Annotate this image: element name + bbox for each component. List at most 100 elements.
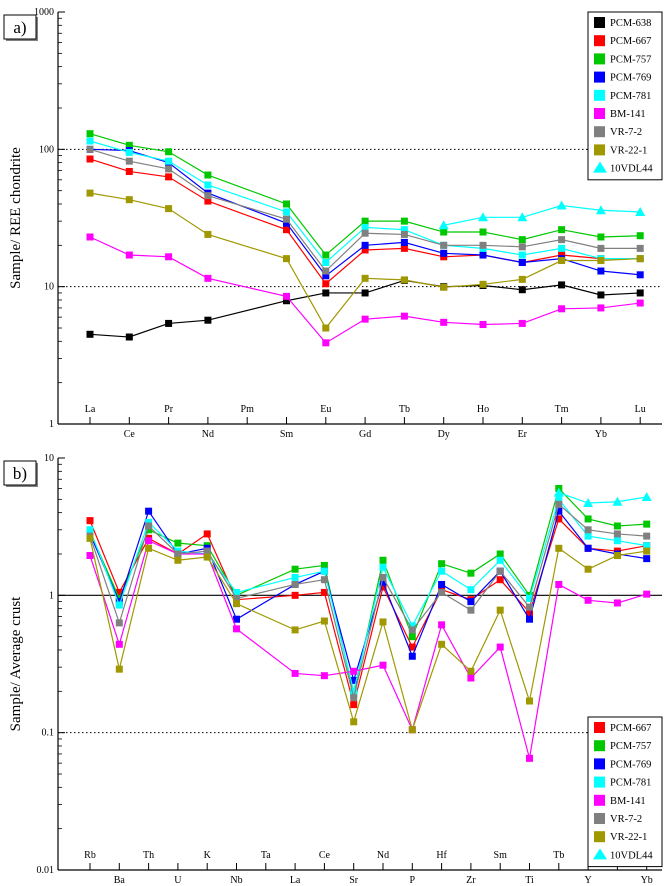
data-point-BM-141 xyxy=(145,537,153,545)
data-point-PCM-667 xyxy=(526,608,533,616)
data-point-10VDL44 xyxy=(641,492,652,502)
data-point-PCM-757 xyxy=(518,236,526,244)
data-point-10VDL44 xyxy=(635,206,646,216)
x-tick-label: La xyxy=(85,404,96,415)
legend-entry: PCM-757 xyxy=(610,54,651,65)
data-point-PCM-638 xyxy=(597,291,605,299)
data-point-BM-141 xyxy=(283,292,290,300)
data-point-PCM-667 xyxy=(86,517,94,525)
legend-entry: PCM-638 xyxy=(610,18,651,29)
data-point-PCM-781 xyxy=(145,518,153,526)
y-tick-label: 0.1 xyxy=(42,728,55,739)
data-point-BM-141 xyxy=(291,669,299,677)
panel-label: a) xyxy=(13,18,26,37)
data-point-PCM-757 xyxy=(145,526,153,534)
data-point-PCM-781 xyxy=(408,622,416,630)
series-line-PCM-667 xyxy=(89,158,641,285)
data-point-PCM-757 xyxy=(558,226,566,234)
data-point-10VDL44 xyxy=(595,205,606,215)
data-point-PCM-667 xyxy=(361,246,369,254)
data-point-PCM-757 xyxy=(291,565,299,573)
data-point-PCM-667 xyxy=(283,226,290,234)
data-point-PCM-781 xyxy=(613,537,621,545)
data-point-VR-22-1 xyxy=(174,556,182,564)
legend-marker xyxy=(594,794,605,806)
data-point-VR-22-1 xyxy=(636,255,644,263)
data-point-PCM-638 xyxy=(361,289,369,297)
data-point-VR-7-2 xyxy=(400,230,408,238)
data-point-VR-22-1 xyxy=(526,697,533,705)
x-tick-label: Sm xyxy=(280,429,294,440)
data-point-PCM-757 xyxy=(361,217,369,225)
data-point-VR-7-2 xyxy=(636,244,644,252)
legend-entry: BM-141 xyxy=(610,796,646,807)
data-point-PCM-638 xyxy=(86,330,94,338)
legend-marker xyxy=(594,89,605,101)
series-line-BM-141 xyxy=(89,236,641,344)
legend-entry: PCM-781 xyxy=(610,91,651,102)
data-point-10VDL44 xyxy=(478,212,488,222)
data-point-PCM-757 xyxy=(496,550,504,558)
data-point-VR-7-2 xyxy=(361,229,369,237)
data-point-PCM-638 xyxy=(322,289,330,297)
data-point-BM-141 xyxy=(555,580,563,588)
data-point-VR-22-1 xyxy=(203,553,211,561)
data-point-PCM-757 xyxy=(165,148,173,156)
legend-box xyxy=(587,716,663,868)
data-point-PCM-781 xyxy=(643,542,651,550)
data-point-PCM-769 xyxy=(518,258,526,266)
legend-marker xyxy=(594,813,605,824)
data-point-PCM-638 xyxy=(165,319,173,327)
data-point-BM-141 xyxy=(438,621,446,629)
data-point-PCM-769 xyxy=(408,652,416,660)
data-point-BM-141 xyxy=(115,640,123,648)
legend-entry: PCM-667 xyxy=(610,36,651,47)
data-point-VR-7-2 xyxy=(145,522,153,530)
x-tick-label: Pr xyxy=(164,404,174,415)
data-point-PCM-781 xyxy=(555,495,563,503)
x-tick-label: Yb xyxy=(595,429,607,440)
data-point-PCM-667 xyxy=(115,588,123,596)
data-point-PCM-638 xyxy=(125,333,133,341)
data-point-VR-22-1 xyxy=(479,280,487,288)
x-tick-label: U xyxy=(174,875,182,886)
data-point-BM-141 xyxy=(597,304,605,312)
data-point-VR-7-2 xyxy=(643,532,651,540)
data-point-BM-141 xyxy=(518,319,526,327)
legend-marker xyxy=(594,108,605,119)
x-tick-label: Y xyxy=(584,875,591,886)
legend-entry: PCM-769 xyxy=(610,73,651,84)
data-point-PCM-769 xyxy=(526,615,533,623)
series-line-PCM-757 xyxy=(89,487,647,695)
data-point-PCM-769 xyxy=(322,272,330,280)
legend-marker xyxy=(594,53,605,65)
data-point-VR-22-1 xyxy=(361,274,369,282)
data-point-PCM-667 xyxy=(440,253,448,261)
data-point-PCM-667 xyxy=(496,576,504,584)
legend-marker xyxy=(594,740,605,752)
data-point-BM-141 xyxy=(204,274,212,282)
data-point-PCM-781 xyxy=(320,567,328,575)
panel-label-box xyxy=(3,14,37,40)
data-point-PCM-757 xyxy=(438,560,446,568)
legend-entry: VR-22-1 xyxy=(610,832,647,843)
y-tick-label: 1 xyxy=(49,419,54,430)
data-point-PCM-781 xyxy=(291,573,299,581)
series-line-VR-22-1 xyxy=(89,192,641,330)
data-point-BM-141 xyxy=(86,552,94,560)
data-point-PCM-667 xyxy=(558,251,566,259)
data-point-VR-22-1 xyxy=(584,565,592,573)
data-point-PCM-667 xyxy=(291,591,299,599)
data-point-VR-7-2 xyxy=(558,236,566,244)
data-point-PCM-769 xyxy=(379,578,387,586)
data-point-VR-22-1 xyxy=(558,257,566,265)
x-tick-label: Sr xyxy=(349,875,359,886)
data-point-PCM-769 xyxy=(400,238,408,246)
data-point-PCM-757 xyxy=(408,633,416,641)
data-point-VR-7-2 xyxy=(496,567,504,575)
data-point-PCM-781 xyxy=(86,137,94,145)
data-point-PCM-781 xyxy=(125,148,133,156)
x-tick-label: Tb xyxy=(399,404,410,415)
data-point-VR-22-1 xyxy=(204,230,212,238)
data-point-VR-7-2 xyxy=(408,626,416,634)
